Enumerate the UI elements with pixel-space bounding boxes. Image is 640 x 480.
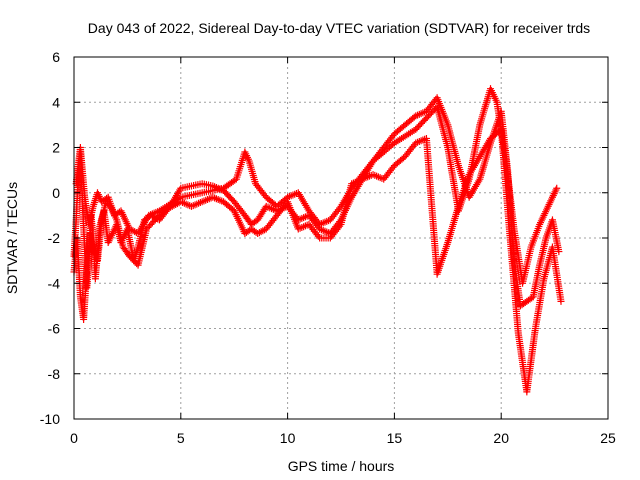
chart-title: Day 043 of 2022, Sidereal Day-to-day VTE… <box>88 20 590 36</box>
y-tick-label-3: -4 <box>48 275 61 291</box>
x-axis: 0 5 10 15 20 25 <box>70 57 616 446</box>
x-tick-label-0: 0 <box>70 430 78 446</box>
x-tick-label-5: 25 <box>600 430 616 446</box>
y-tick-label-0: -10 <box>40 411 60 427</box>
y-tick-label-4: -2 <box>48 230 61 246</box>
y-tick-label-8: 6 <box>52 49 60 65</box>
data-point <box>368 159 376 167</box>
x-tick-label-1: 5 <box>177 430 185 446</box>
y-tick-label-7: 4 <box>52 94 60 110</box>
series-1 <box>70 125 565 396</box>
data-point <box>553 184 561 192</box>
data-point <box>557 297 565 305</box>
y-tick-label-5: 0 <box>52 185 60 201</box>
x-tick-label-4: 20 <box>493 430 509 446</box>
data-point <box>336 222 344 230</box>
y-axis: -10 -8 -6 -4 -2 0 2 4 6 <box>40 49 608 427</box>
data-point <box>314 232 322 240</box>
y-axis-label: SDTVAR / TECUs <box>4 182 20 294</box>
data-marks <box>70 85 565 396</box>
data-point <box>336 204 344 212</box>
x-tick-label-3: 15 <box>387 430 403 446</box>
y-tick-label-1: -8 <box>48 366 61 382</box>
y-tick-label-6: 2 <box>52 140 60 156</box>
y-tick-label-2: -6 <box>48 321 61 337</box>
x-tick-label-2: 10 <box>280 430 296 446</box>
series-2 <box>72 85 561 287</box>
x-axis-label: GPS time / hours <box>288 458 395 474</box>
